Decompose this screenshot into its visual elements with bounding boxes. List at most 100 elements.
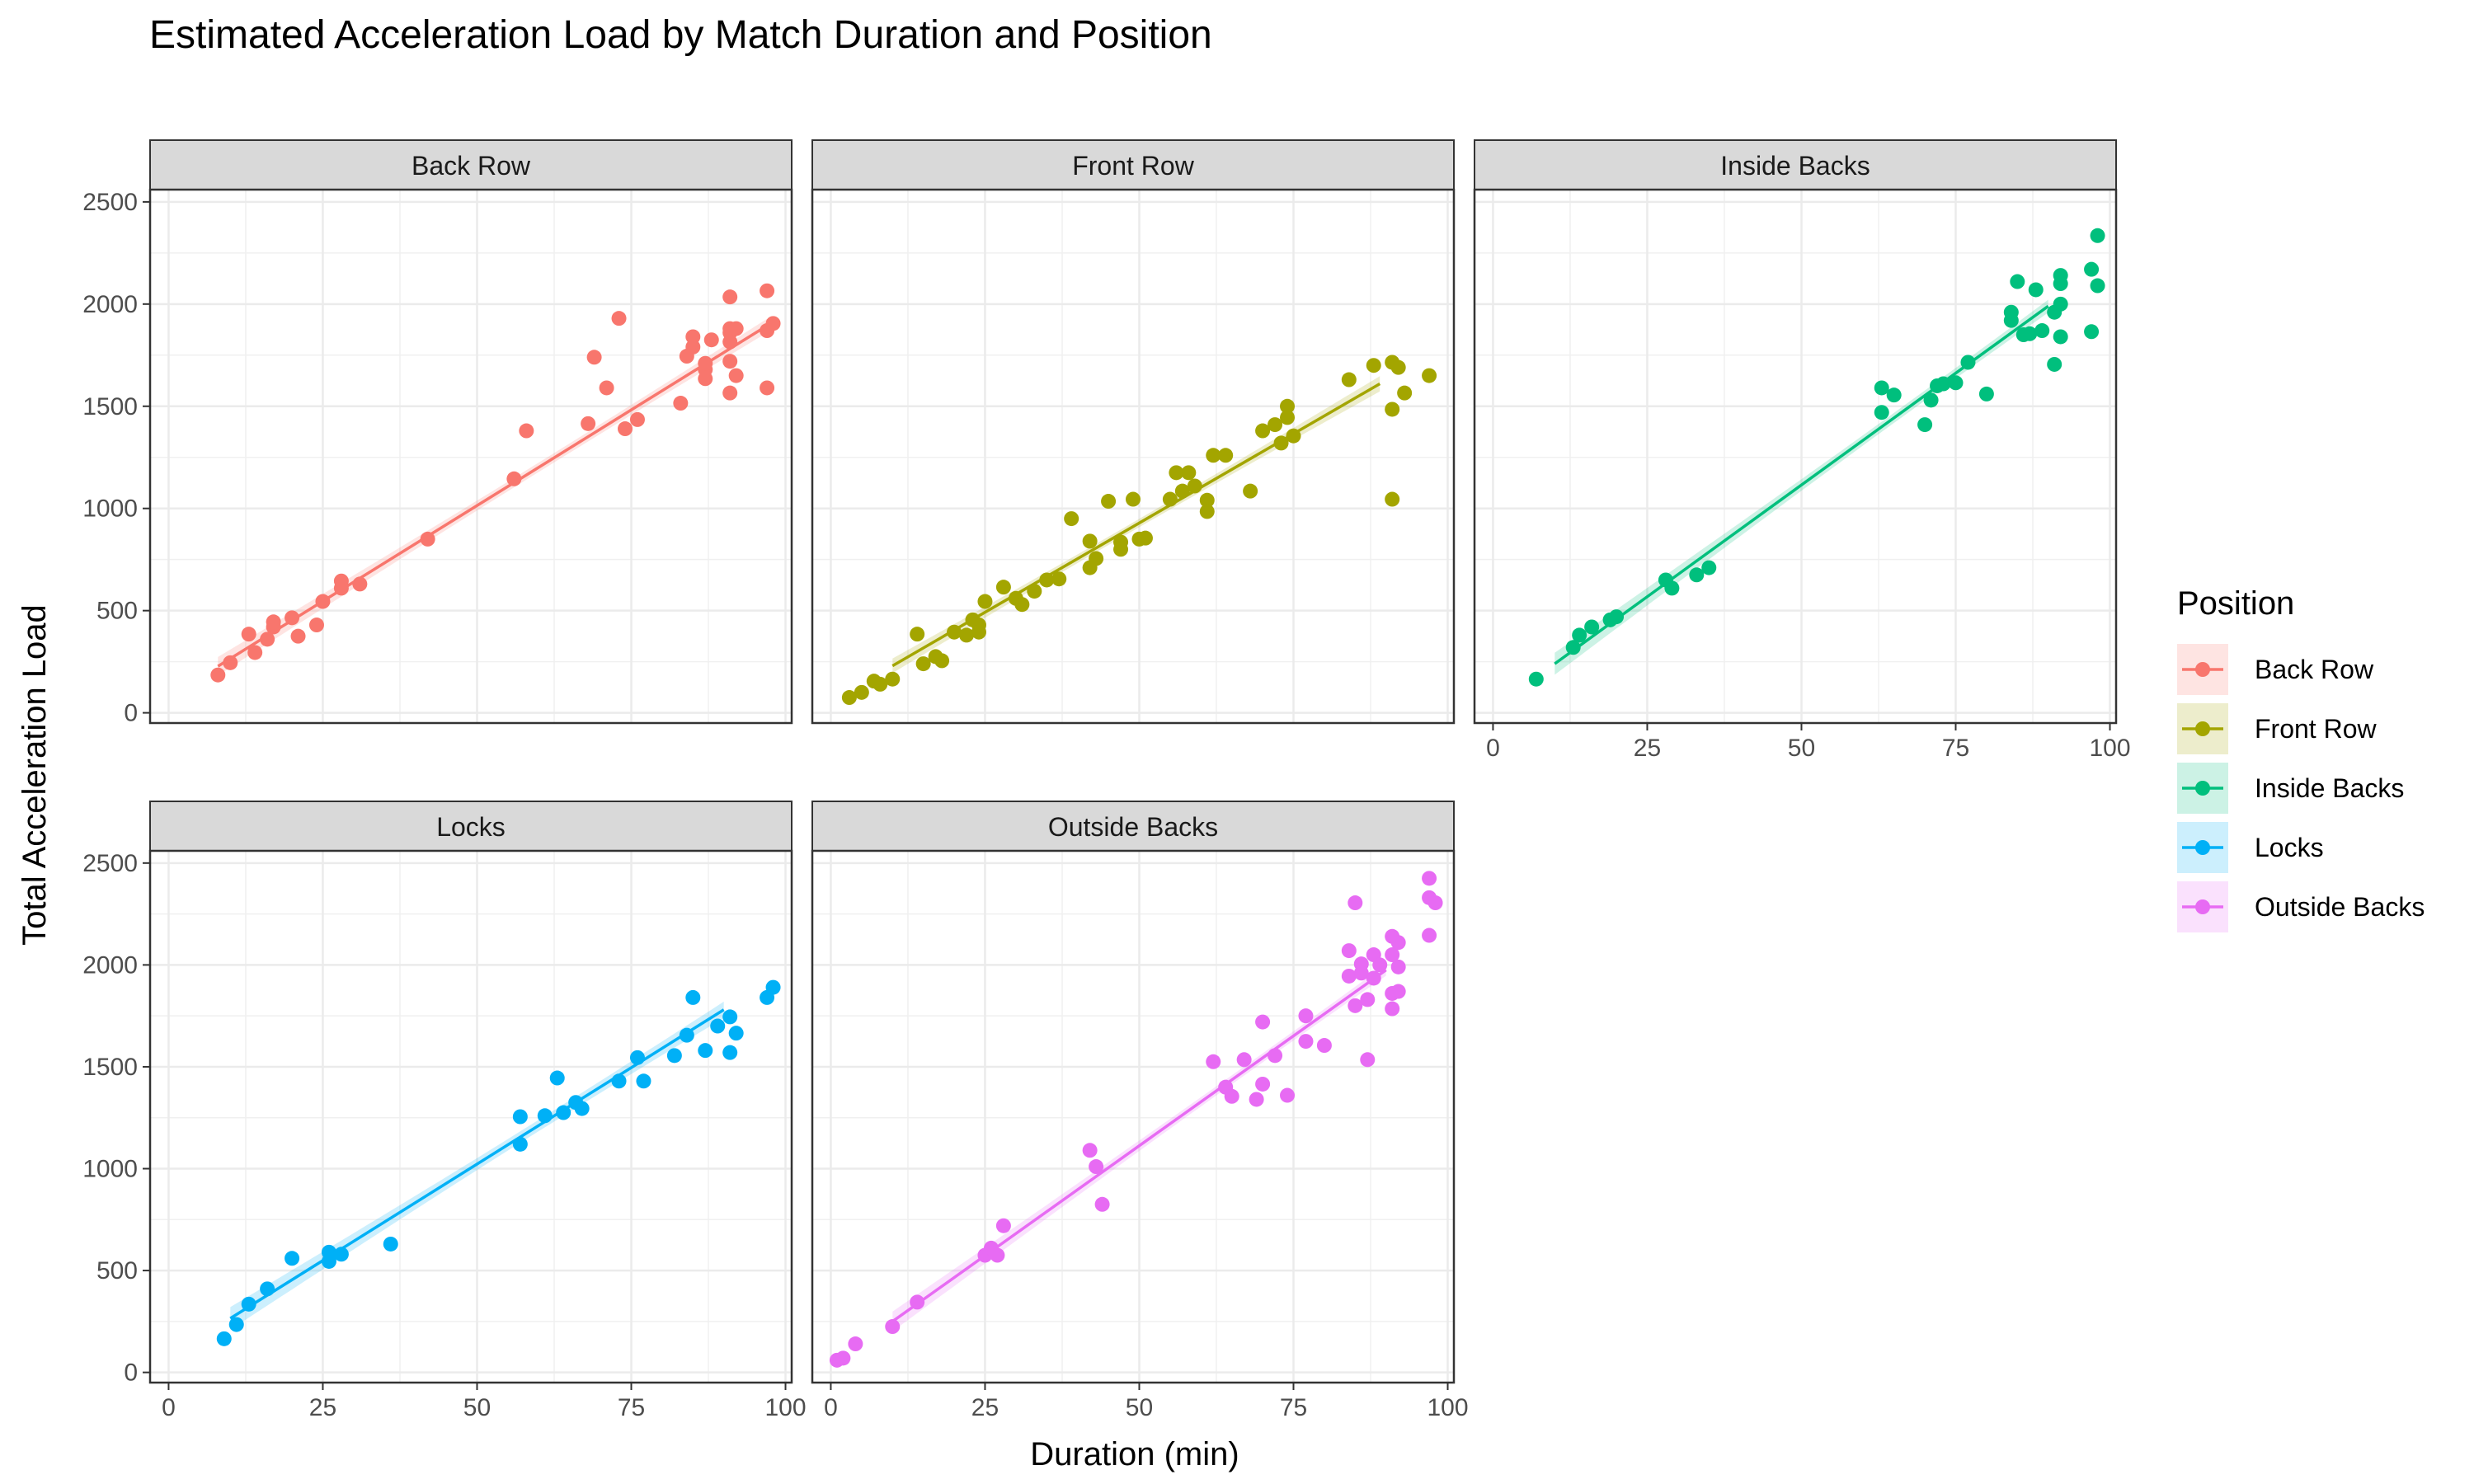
panel-back-row: Back Row 0 500 1000 1500 2000 2500 (82, 139, 793, 727)
data-point-front-row (1126, 491, 1141, 507)
x-tick-label: 100 (1427, 1394, 1468, 1421)
data-point-locks (679, 1027, 694, 1043)
strip-label-inside-backs: Inside Backs (1720, 151, 1870, 181)
y-tick-label: 2500 (82, 189, 138, 216)
data-point-front-row (1187, 478, 1202, 494)
data-point-back-row (210, 667, 226, 683)
y-tick-label: 2000 (82, 951, 138, 979)
data-point-outside-backs (1360, 1052, 1376, 1068)
data-point-back-row (722, 354, 738, 369)
data-point-outside-backs (910, 1294, 925, 1310)
panel-outside-backs: Outside Backs 0 25 50 75 100 (811, 801, 1469, 1421)
y-tick-label: 1000 (82, 495, 138, 523)
legend-label-outside-backs: Outside Backs (2255, 892, 2425, 922)
x-tick-label: 25 (1634, 735, 1661, 762)
data-point-front-row (1174, 483, 1190, 499)
data-point-outside-backs (1249, 1092, 1264, 1107)
data-point-outside-backs (1390, 959, 1406, 974)
data-point-inside-backs (1565, 640, 1581, 655)
x-tick-label: 0 (162, 1394, 176, 1421)
data-point-back-row (290, 628, 306, 644)
data-point-outside-backs (1422, 928, 1437, 943)
data-point-back-row (760, 283, 775, 298)
data-point-back-row (618, 421, 633, 437)
legend-entry-outside-backs: Outside Backs (2177, 881, 2425, 932)
data-point-inside-backs (1935, 376, 1951, 392)
data-point-front-row (872, 676, 888, 692)
legend-entry-inside-backs: Inside Backs (2177, 763, 2404, 814)
data-point-front-row (1082, 533, 1098, 549)
data-point-inside-backs (2053, 276, 2068, 292)
data-point-outside-backs (1341, 968, 1357, 984)
data-point-locks (216, 1331, 232, 1346)
data-point-front-row (1273, 435, 1289, 451)
data-point-front-row (1113, 542, 1129, 557)
panel-background (150, 851, 792, 1383)
data-point-inside-backs (2028, 282, 2044, 298)
data-point-front-row (1422, 368, 1437, 383)
data-point-inside-backs (2084, 261, 2100, 277)
data-point-front-row (995, 580, 1011, 595)
x-tick-label: 75 (1280, 1394, 1307, 1421)
data-point-back-row (599, 380, 614, 396)
legend-key-point (2195, 840, 2210, 855)
data-point-back-row (333, 573, 349, 589)
data-point-back-row (581, 416, 596, 431)
data-point-back-row (223, 655, 238, 670)
data-point-front-row (959, 627, 975, 643)
data-point-front-row (1366, 358, 1381, 373)
data-point-back-row (685, 339, 701, 355)
strip-front-row (811, 139, 1455, 190)
panel-front-row: Front Row (811, 139, 1456, 725)
data-point-front-row (1268, 417, 1283, 433)
data-point-outside-backs (990, 1247, 1005, 1263)
data-point-outside-backs (848, 1336, 863, 1352)
legend-key-point (2195, 899, 2210, 914)
data-point-inside-backs (2053, 296, 2068, 312)
y-tick-label: 2000 (82, 291, 138, 318)
data-point-outside-backs (1385, 1001, 1400, 1017)
data-point-back-row (586, 350, 602, 365)
data-point-inside-backs (1923, 392, 1939, 408)
strip-label-back-row: Back Row (412, 151, 531, 181)
data-point-inside-backs (1960, 355, 1976, 370)
data-point-outside-backs (1082, 1143, 1098, 1158)
data-point-inside-backs (2034, 323, 2050, 339)
data-point-outside-backs (1422, 871, 1437, 886)
data-point-outside-backs (1094, 1196, 1110, 1212)
data-point-back-row (703, 332, 719, 348)
strip-label-outside-backs: Outside Backs (1048, 812, 1218, 842)
y-tick-label: 1500 (82, 1054, 138, 1081)
y-tick-label: 1500 (82, 393, 138, 420)
data-point-back-row (722, 289, 738, 305)
data-point-inside-backs (1917, 417, 1933, 433)
x-tick-label: 50 (1788, 735, 1815, 762)
data-point-inside-backs (1701, 560, 1717, 575)
data-point-locks (383, 1236, 398, 1252)
data-point-front-row (1341, 372, 1357, 387)
data-point-front-row (1397, 385, 1413, 401)
panel-border (1473, 188, 2118, 725)
data-point-locks (556, 1105, 571, 1120)
data-point-outside-backs (1268, 1048, 1283, 1064)
data-point-inside-backs (1528, 671, 1544, 687)
y-axis-title: Total Acceleration Load (16, 604, 53, 946)
data-point-outside-backs (1280, 1087, 1296, 1103)
data-point-front-row (1101, 494, 1117, 510)
data-point-outside-backs (1427, 895, 1443, 911)
data-point-front-row (841, 690, 857, 706)
data-point-inside-backs (1978, 386, 1994, 402)
panel-background (812, 851, 1454, 1383)
data-point-front-row (1218, 448, 1234, 463)
data-point-locks (228, 1317, 244, 1332)
panel-border (148, 188, 793, 725)
data-point-back-row (673, 396, 689, 411)
data-point-locks (333, 1247, 349, 1262)
y-tick-label: 500 (96, 1257, 138, 1284)
x-tick-label: 100 (2089, 735, 2130, 762)
data-point-front-row (1051, 571, 1067, 587)
x-tick-label: 75 (618, 1394, 645, 1421)
data-point-front-row (1206, 448, 1221, 463)
data-point-back-row (315, 594, 331, 609)
chart-title: Estimated Acceleration Load by Match Dur… (149, 13, 1212, 57)
